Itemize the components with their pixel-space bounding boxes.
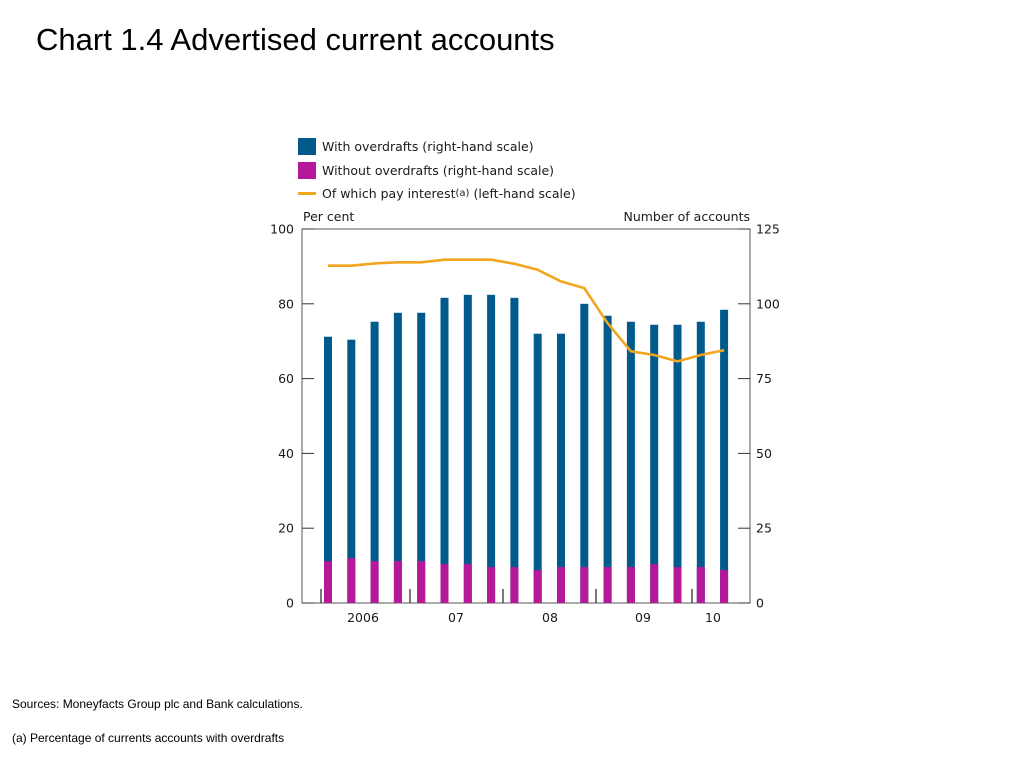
legend-label-interest-sup: (a) [455, 188, 470, 200]
left-tick-label: 40 [278, 446, 294, 461]
bar-with-overdrafts [557, 333, 565, 603]
legend-swatch-without [298, 161, 316, 179]
bar-without-overdrafts [440, 564, 449, 603]
legend-item-with-overdrafts: With overdrafts (right-hand scale) [298, 135, 576, 159]
bar-with-overdrafts [324, 336, 332, 603]
bar-without-overdrafts [673, 567, 682, 603]
plot-group: 0 20 40 60 80 100 0 25 50 75 100 125 2006 07 08 09 10 [270, 222, 780, 626]
bar-with-overdrafts [347, 339, 356, 603]
slide-title: Chart 1.4 Advertised current accounts [36, 22, 555, 57]
bar-with-overdrafts [603, 315, 612, 603]
bar-without-overdrafts [347, 558, 356, 603]
line-pay-interest [328, 258, 725, 363]
right-tick-label: 100 [756, 296, 780, 311]
right-tick-label: 125 [756, 222, 780, 237]
legend-item-pay-interest: Of which pay interest (a) (left-hand scal… [298, 182, 576, 206]
bar-without-overdrafts [324, 561, 332, 603]
bar-with-overdrafts [487, 294, 496, 603]
right-tick-label: 25 [756, 521, 772, 536]
bar-without-overdrafts [580, 567, 589, 603]
bar-without-overdrafts [650, 564, 659, 603]
bar-without-overdrafts [696, 567, 705, 603]
legend-label-interest: Of which pay interest [322, 186, 456, 202]
legend-swatch-interest [298, 192, 316, 196]
bar-with-overdrafts [417, 312, 426, 603]
legend-label-interest-tail: (left-hand scale) [469, 186, 576, 202]
right-tick-label: 75 [756, 371, 772, 386]
footnote-a: (a) Percentage of currents accounts with… [12, 731, 285, 745]
bar-without-overdrafts [720, 570, 729, 603]
legend-label-without: Without overdrafts (right-hand scale) [322, 162, 555, 178]
bar-with-overdrafts [370, 321, 379, 603]
legend-swatch-with [298, 138, 316, 156]
bar-without-overdrafts [510, 567, 519, 603]
bar-with-overdrafts [440, 297, 449, 603]
x-tick-label: 07 [448, 610, 464, 625]
bar-without-overdrafts [487, 567, 496, 603]
legend-item-without-overdrafts: Without overdrafts (right-hand scale) [298, 159, 576, 183]
right-tick-label: 0 [756, 596, 764, 611]
left-axis-label: Per cent [303, 209, 354, 224]
bar-with-overdrafts [696, 321, 705, 603]
bar-with-overdrafts [463, 294, 472, 603]
bar-with-overdrafts [720, 309, 729, 603]
legend-label-with: With overdrafts (right-hand scale) [322, 139, 534, 155]
sources-note: Sources: Moneyfacts Group plc and Bank c… [12, 697, 303, 711]
x-tick-label: 10 [705, 610, 721, 625]
bar-with-overdrafts [626, 321, 635, 603]
bar-without-overdrafts [626, 567, 635, 603]
bar-without-overdrafts [533, 570, 542, 603]
left-tick-label: 20 [278, 521, 294, 536]
right-axis-label: Number of accounts [623, 209, 750, 224]
bar-with-overdrafts [673, 324, 682, 603]
bar-without-overdrafts [393, 561, 402, 603]
left-tick-label: 60 [278, 371, 294, 386]
bar-with-overdrafts [393, 312, 402, 603]
bar-with-overdrafts [580, 303, 589, 603]
plot-frame [301, 228, 751, 604]
bar-without-overdrafts [603, 567, 612, 603]
x-tick-label: 09 [635, 610, 651, 625]
bar-without-overdrafts [463, 564, 472, 603]
legend: With overdrafts (right-hand scale) Witho… [298, 135, 576, 206]
x-tick-label: 08 [542, 610, 558, 625]
left-tick-label: 100 [270, 222, 294, 237]
bar-without-overdrafts [417, 561, 426, 603]
bar-without-overdrafts [370, 561, 379, 603]
right-tick-label: 50 [756, 446, 772, 461]
bar-without-overdrafts [557, 567, 565, 603]
left-tick-label: 0 [286, 596, 294, 611]
bar-with-overdrafts [510, 297, 519, 603]
left-tick-label: 80 [278, 296, 294, 311]
bar-with-overdrafts [533, 333, 542, 603]
x-tick-label: 2006 [347, 610, 379, 625]
bar-with-overdrafts [650, 324, 659, 603]
